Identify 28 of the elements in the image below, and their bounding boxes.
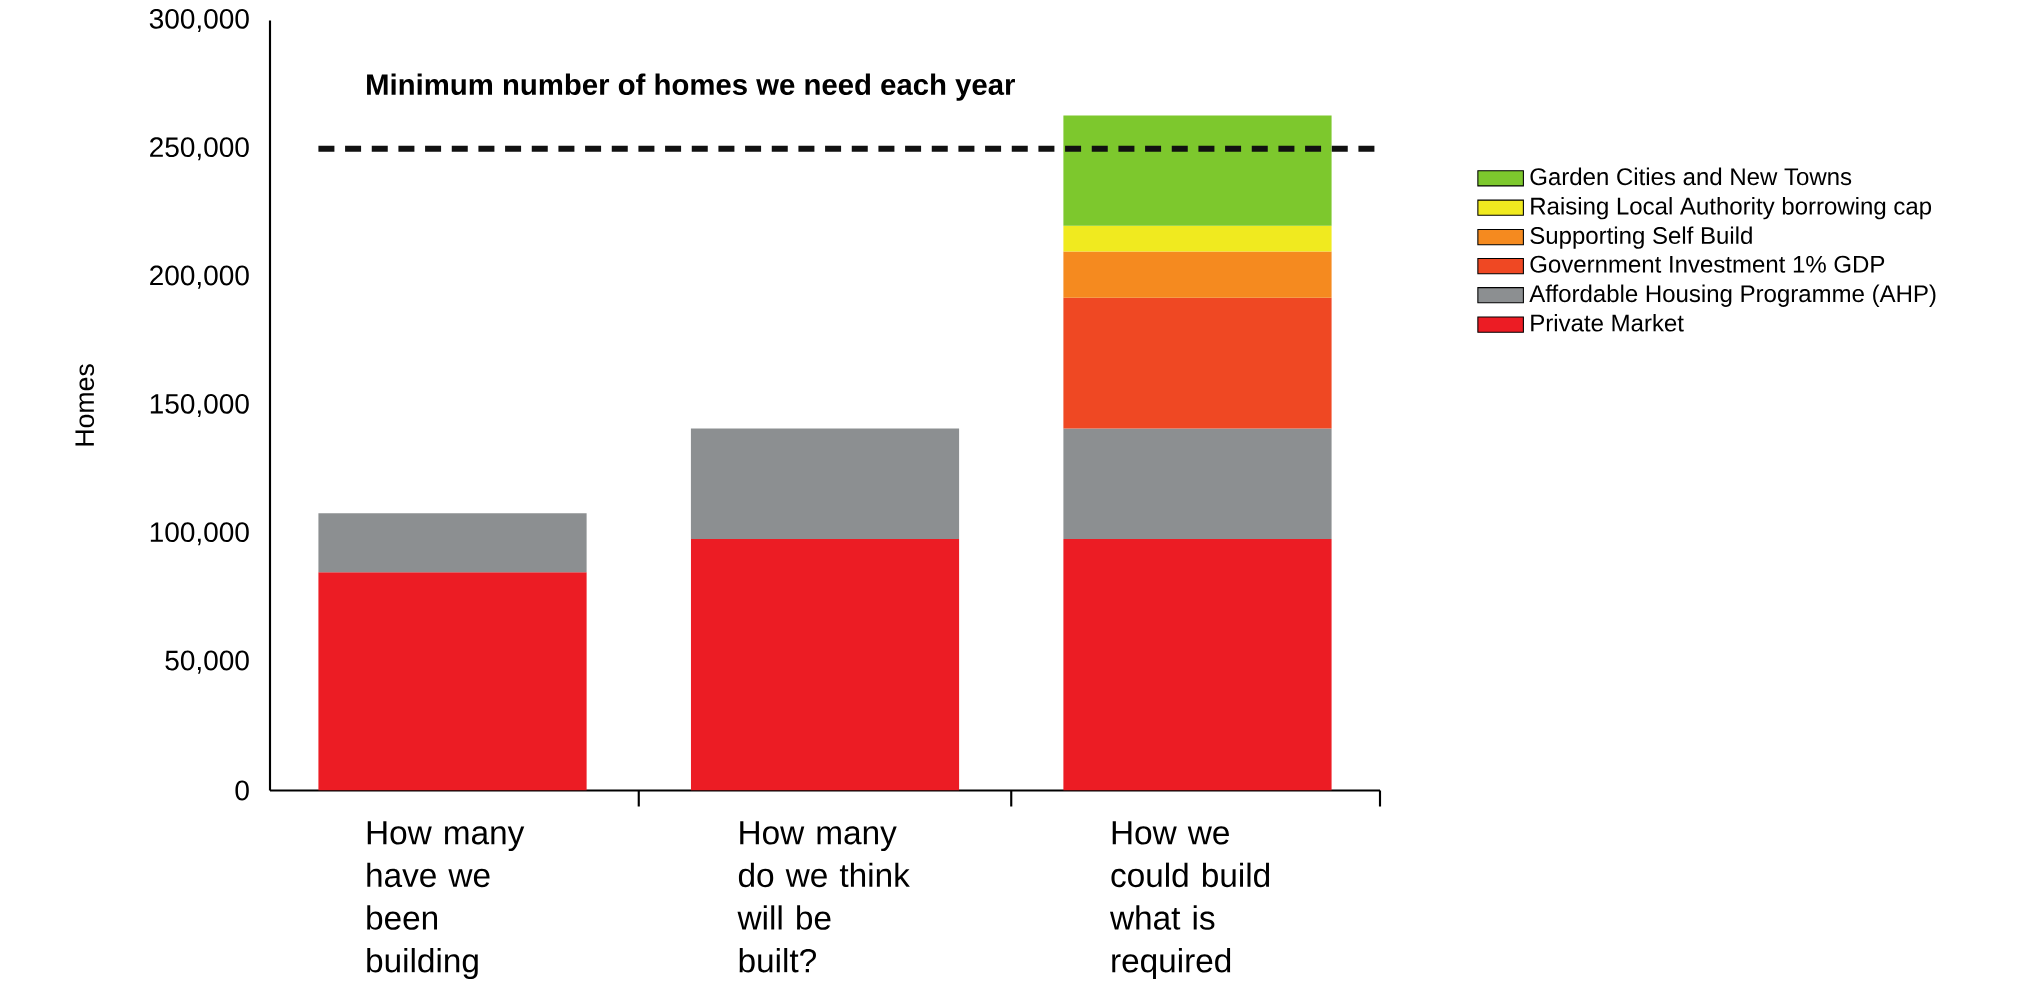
legend-label: Garden Cities and New Towns [1530,167,1852,186]
bar [1063,297,1332,429]
bar [1063,538,1332,791]
bar [690,538,960,791]
bar [318,572,587,791]
x-tick-label: How we could build what is required [1109,821,1270,979]
y-axis-title: Homes [75,363,95,446]
x-tick-label: How many do we think will be built? [737,821,910,973]
y-tick-label: 200,000 [150,265,249,289]
y-tick-label: 150,000 [150,393,249,417]
legend-label: Government Investment 1% GDP [1530,255,1885,273]
legend-label: Private Market [1531,313,1684,332]
legend-label: Supporting Self Build [1530,226,1752,249]
y-tick-label: 250,000 [150,137,249,161]
y-tick-label: 100,000 [150,522,249,546]
legend-label: Raising Local Authority borrowing cap [1531,196,1932,220]
y-tick-label: 50,000 [165,650,249,674]
ref-line-label: Minimum number of homes we need each year [367,73,1015,101]
bar [1063,225,1332,252]
x-tick-label: How many have we been building [367,821,525,979]
bar [1063,115,1332,226]
bar [318,513,587,573]
bar [1063,251,1332,298]
bar [1063,428,1332,539]
y-tick-label: 300,000 [149,8,249,32]
y-tick-label: 0 [235,780,249,801]
legend-label: Affordable Housing Programme (AHP) [1529,284,1936,307]
bar [690,428,960,539]
